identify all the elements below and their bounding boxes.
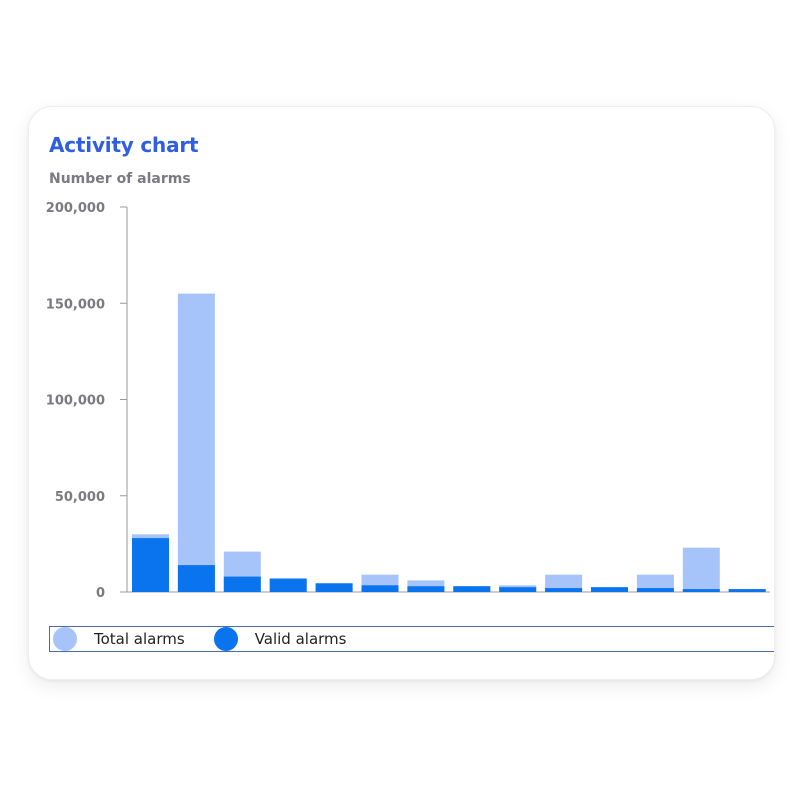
bars — [132, 293, 766, 593]
bar-valid-alarms[interactable] — [636, 588, 674, 592]
y-axis-title: Number of alarms — [49, 171, 191, 187]
bar-valid-alarms[interactable] — [453, 586, 491, 592]
y-tick-label: 100,000 — [46, 394, 105, 409]
chart-legend: Total alarms Valid alarms — [49, 626, 774, 652]
bar-valid-alarms[interactable] — [499, 587, 537, 592]
chart-title: Activity chart — [49, 133, 199, 157]
bar-valid-alarms[interactable] — [132, 538, 169, 592]
bar-valid-alarms[interactable] — [269, 578, 307, 593]
bar-total-alarms[interactable] — [682, 547, 720, 592]
y-tick-label: 0 — [96, 586, 105, 601]
bar-valid-alarms[interactable] — [361, 585, 399, 592]
y-tick-label: 200,000 — [46, 201, 105, 216]
activity-chart-card: Activity chart Number of alarms 0 50,000 1… — [28, 106, 775, 680]
bar-chart: 0 50,000 100,000 150,000 200,000 — [46, 201, 770, 601]
bar-valid-alarms[interactable] — [682, 589, 720, 592]
legend-item-valid-alarms[interactable]: Valid alarms — [213, 627, 347, 651]
legend-swatch-total-alarms — [53, 627, 77, 651]
bar-valid-alarms[interactable] — [407, 586, 445, 592]
bar-valid-alarms[interactable] — [545, 588, 583, 592]
bar-valid-alarms[interactable] — [315, 583, 353, 592]
bar-valid-alarms[interactable] — [177, 565, 215, 592]
bar-valid-alarms[interactable] — [591, 587, 628, 592]
legend-item-total-alarms[interactable]: Total alarms — [53, 627, 185, 651]
y-axis: 0 50,000 100,000 150,000 200,000 — [46, 201, 770, 601]
legend-label-valid-alarms: Valid alarms — [254, 630, 347, 648]
legend-swatch-valid-alarms — [213, 627, 238, 651]
y-tick-label: 50,000 — [55, 490, 105, 505]
bar-valid-alarms[interactable] — [728, 589, 766, 592]
bar-total-alarms[interactable] — [177, 293, 215, 592]
y-tick-label: 150,000 — [46, 297, 105, 312]
bar-total-alarms[interactable] — [636, 574, 674, 592]
legend-label-total-alarms: Total alarms — [94, 630, 185, 648]
bar-valid-alarms[interactable] — [223, 576, 261, 592]
bar-total-alarms[interactable] — [545, 574, 583, 592]
